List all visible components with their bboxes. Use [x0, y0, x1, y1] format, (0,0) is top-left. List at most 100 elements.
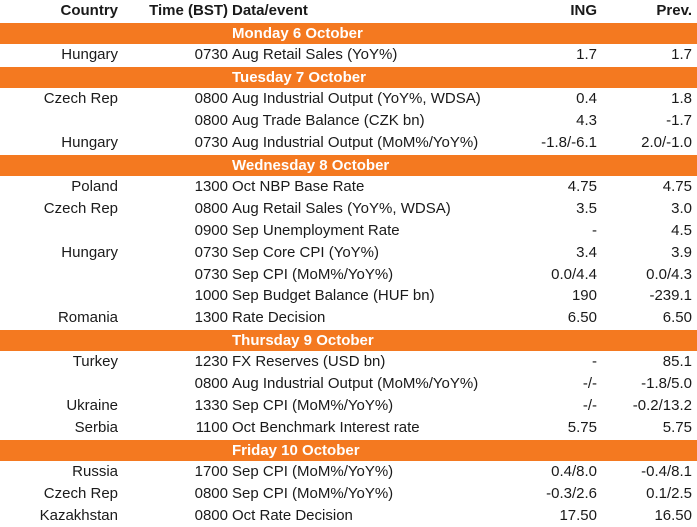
- cell: Czech Rep: [43, 200, 118, 217]
- cell: -: [592, 222, 597, 239]
- cell: -/-: [582, 397, 597, 414]
- cell: -: [592, 353, 597, 370]
- cell: Prev.: [656, 2, 692, 19]
- cell: -0.2/13.2: [632, 397, 692, 414]
- cell: Aug Industrial Output (MoM%/YoY%): [232, 134, 479, 151]
- cell: 0.1/2.5: [646, 485, 692, 502]
- cell: 0800: [194, 375, 228, 392]
- cell: 3.5: [576, 200, 597, 217]
- day-band: Monday 6 October: [0, 22, 697, 44]
- cell: 4.75: [567, 178, 597, 195]
- cell: 5.75: [662, 419, 692, 436]
- cell: 0.4/8.0: [551, 463, 597, 480]
- data-row: 0730 Sep CPI (MoM%/YoY%) 0.0/4.4 0.0/4.3: [0, 264, 697, 285]
- cell: Oct NBP Base Rate: [232, 178, 365, 195]
- cell: Turkey: [72, 353, 118, 370]
- cell: Sep CPI (MoM%/YoY%): [232, 266, 394, 283]
- cell: 0.4: [576, 90, 597, 107]
- cell: 4.3: [576, 112, 597, 129]
- cell: Hungary: [61, 244, 118, 261]
- cell: 3.0: [671, 200, 692, 217]
- day-band: Tuesday 7 October: [0, 66, 697, 88]
- cell: Russia: [72, 463, 118, 480]
- day-band: Friday 10 October: [0, 439, 697, 461]
- cell: 5.75: [567, 419, 597, 436]
- cell: -239.1: [649, 287, 692, 304]
- cell: 1.8: [671, 90, 692, 107]
- cell: Data/event: [232, 2, 308, 19]
- cell: 2.0/-1.0: [641, 134, 692, 151]
- cell: Thursday 9 October: [232, 332, 374, 349]
- cell: 1.7: [671, 46, 692, 63]
- data-row: 0800 Aug Industrial Output (MoM%/YoY%) -/-…: [0, 373, 697, 395]
- cell: Serbia: [74, 419, 118, 436]
- cell: 17.50: [559, 507, 597, 524]
- cell: -1.8/5.0: [641, 375, 692, 392]
- day-band: Thursday 9 October: [0, 329, 697, 351]
- cell: 0900: [194, 222, 228, 239]
- data-row: Kazakhstan 0800 Oct Rate Decision 17.50 16.5…: [0, 505, 697, 527]
- data-row: 0800 Aug Trade Balance (CZK bn) 4.3 -1.7: [0, 110, 697, 132]
- cell: -0.3/2.6: [546, 485, 597, 502]
- cell: 4.75: [662, 178, 692, 195]
- cell: 190: [571, 287, 597, 304]
- cell: Aug Industrial Output (MoM%/YoY%): [232, 375, 479, 392]
- cell: 1100: [195, 419, 228, 436]
- cell: Tuesday 7 October: [232, 69, 366, 86]
- cell: 0800: [194, 485, 228, 502]
- data-row: 1000 Sep Budget Balance (HUF bn) 190 -239.1: [0, 285, 697, 307]
- cell: 0.0/4.3: [646, 266, 692, 283]
- cell: -1.8/-6.1: [541, 134, 597, 151]
- cell: Romania: [57, 309, 118, 326]
- header-row: Country Time (BST) Data/event ING Prev.: [0, 0, 697, 22]
- data-row: Hungary 0730 Aug Industrial Output (MoM%/Y…: [0, 132, 697, 154]
- cell: Hungary: [61, 46, 118, 63]
- data-row: Romania 1300 Rate Decision 6.50 6.50: [0, 307, 697, 329]
- cell: Wednesday 8 October: [232, 157, 390, 174]
- cell: Czech Rep: [43, 90, 118, 107]
- day-band: Wednesday 8 October: [0, 154, 697, 176]
- cell: 0730: [194, 46, 228, 63]
- cell: Sep CPI (MoM%/YoY%): [232, 485, 394, 502]
- data-row: Poland 1300 Oct NBP Base Rate 4.75 4.75: [0, 176, 697, 198]
- cell: Sep Core CPI (YoY%): [232, 244, 380, 261]
- cell: Poland: [71, 178, 118, 195]
- cell: 6.50: [567, 309, 597, 326]
- data-row: Russia 1700 Sep CPI (MoM%/YoY%) 0.4/8.0 -0.4…: [0, 461, 697, 483]
- cell: 3.9: [671, 244, 692, 261]
- cell: 0.0/4.4: [551, 266, 597, 283]
- cell: 0730: [194, 244, 228, 261]
- cell: Czech Rep: [43, 485, 118, 502]
- cell: Country: [60, 2, 119, 19]
- cell: FX Reserves (USD bn): [232, 353, 386, 370]
- cell: Time (BST): [149, 2, 228, 19]
- cell: 1.7: [576, 46, 597, 63]
- data-row: 0900 Sep Unemployment Rate - 4.5: [0, 220, 697, 242]
- cell: -0.4/8.1: [641, 463, 692, 480]
- cell: 1300: [194, 178, 228, 195]
- cell: Aug Industrial Output (YoY%, WDSA): [232, 90, 481, 107]
- cell: Kazakhstan: [39, 507, 118, 524]
- data-row: Czech Rep 0800 Sep CPI (MoM%/YoY%) -0.3/2.6…: [0, 483, 697, 505]
- cell: 1230: [194, 353, 228, 370]
- cell: Aug Retail Sales (YoY%, WDSA): [232, 200, 451, 217]
- cell: 1700: [194, 463, 228, 480]
- cell: 85.1: [662, 353, 692, 370]
- cell: 4.5: [671, 222, 692, 239]
- cell: 16.50: [654, 507, 692, 524]
- cell: 0800: [194, 507, 228, 524]
- cell: 0800: [194, 200, 228, 217]
- cell: Aug Trade Balance (CZK bn): [232, 112, 425, 129]
- cell: 0800: [194, 112, 228, 129]
- cell: 1000: [194, 287, 228, 304]
- cell: ING: [570, 2, 597, 19]
- cell: -/-: [582, 375, 597, 392]
- cell: 3.4: [576, 244, 597, 261]
- cell: Sep Unemployment Rate: [232, 222, 400, 239]
- data-row: Czech Rep 0800 Aug Industrial Output (YoY%…: [0, 88, 697, 110]
- data-row: Turkey 1230 FX Reserves (USD bn) - 85.1: [0, 351, 697, 373]
- cell: Oct Rate Decision: [232, 507, 353, 524]
- cell: Sep Budget Balance (HUF bn): [232, 287, 435, 304]
- cell: Ukraine: [66, 397, 118, 414]
